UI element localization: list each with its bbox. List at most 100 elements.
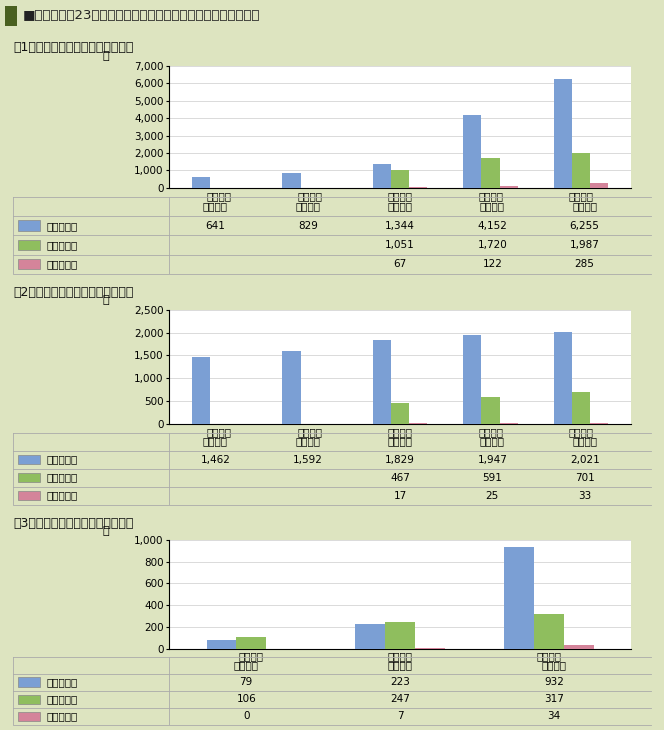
- Text: 1,720: 1,720: [477, 240, 507, 250]
- Text: 1,344: 1,344: [385, 220, 415, 231]
- Text: 467: 467: [390, 472, 410, 483]
- Text: 641: 641: [206, 220, 225, 231]
- Text: 701: 701: [575, 472, 594, 483]
- Text: 1,987: 1,987: [570, 240, 600, 250]
- Text: 79: 79: [240, 677, 253, 687]
- Text: １５年度: １５年度: [388, 437, 412, 447]
- Bar: [463, 115, 481, 188]
- Bar: [18, 677, 40, 687]
- Text: １６年度: １６年度: [388, 660, 412, 670]
- Text: （1）大学等における特許出願件数: （1）大学等における特許出願件数: [13, 41, 133, 54]
- Text: 公立大学等: 公立大学等: [46, 491, 77, 501]
- Bar: [499, 185, 518, 188]
- Text: 0: 0: [243, 711, 250, 721]
- Bar: [282, 174, 301, 188]
- Bar: [18, 220, 40, 231]
- Bar: [534, 614, 564, 649]
- Text: 私立大学等: 私立大学等: [46, 694, 77, 704]
- Bar: [590, 423, 608, 424]
- Text: 4,152: 4,152: [477, 220, 507, 231]
- Text: 591: 591: [483, 472, 502, 483]
- Bar: [499, 423, 518, 424]
- Bar: [481, 397, 499, 424]
- Text: １４年度: １４年度: [295, 437, 320, 447]
- Bar: [481, 158, 499, 188]
- Bar: [385, 622, 415, 649]
- Text: 829: 829: [298, 220, 317, 231]
- Text: 1,462: 1,462: [201, 455, 230, 464]
- Text: 1,592: 1,592: [293, 455, 323, 464]
- Bar: [5, 6, 17, 26]
- Text: （2）大学等における特許保有件数: （2）大学等における特許保有件数: [13, 286, 133, 299]
- Text: 106: 106: [236, 694, 256, 704]
- Text: 33: 33: [578, 491, 591, 501]
- Bar: [572, 392, 590, 424]
- Text: 247: 247: [390, 694, 410, 704]
- Text: 285: 285: [575, 259, 594, 269]
- Text: 国立大学等: 国立大学等: [46, 677, 77, 687]
- Text: 17: 17: [394, 491, 406, 501]
- Text: １７年度: １７年度: [541, 660, 566, 670]
- Bar: [355, 624, 385, 649]
- Text: １６年度: １６年度: [480, 201, 505, 212]
- Text: １５年度: １５年度: [388, 201, 412, 212]
- Bar: [564, 645, 594, 649]
- Bar: [409, 187, 427, 188]
- Text: 1,829: 1,829: [385, 455, 415, 464]
- Text: 7: 7: [397, 711, 403, 721]
- Bar: [18, 472, 40, 483]
- Text: １６年度: １６年度: [480, 437, 505, 447]
- Bar: [572, 153, 590, 188]
- Text: 私立大学等: 私立大学等: [46, 240, 77, 250]
- Bar: [192, 357, 210, 424]
- Text: １５年度: １５年度: [234, 660, 259, 670]
- Text: 223: 223: [390, 677, 410, 687]
- Text: 件: 件: [102, 51, 109, 61]
- Bar: [373, 340, 391, 424]
- Text: （3）大学等における特許実施件数: （3）大学等における特許実施件数: [13, 517, 133, 529]
- Bar: [18, 712, 40, 721]
- Bar: [463, 335, 481, 424]
- Bar: [18, 694, 40, 704]
- Text: 25: 25: [486, 491, 499, 501]
- Text: 122: 122: [483, 259, 502, 269]
- Text: 932: 932: [544, 677, 564, 687]
- Bar: [554, 79, 572, 188]
- Text: １４年度: １４年度: [295, 201, 320, 212]
- Bar: [207, 640, 236, 649]
- Bar: [18, 491, 40, 501]
- Bar: [282, 351, 301, 424]
- Bar: [415, 648, 445, 649]
- Bar: [18, 259, 40, 269]
- Bar: [18, 239, 40, 250]
- Text: 34: 34: [547, 711, 560, 721]
- Bar: [192, 177, 210, 188]
- Text: 2,021: 2,021: [570, 455, 600, 464]
- Text: 317: 317: [544, 694, 564, 704]
- Text: 公立大学等: 公立大学等: [46, 259, 77, 269]
- Bar: [504, 548, 534, 649]
- Bar: [391, 403, 409, 424]
- Bar: [373, 164, 391, 188]
- Text: 私立大学等: 私立大学等: [46, 472, 77, 483]
- Bar: [18, 455, 40, 464]
- Text: 件: 件: [102, 295, 109, 305]
- Bar: [236, 637, 266, 649]
- Text: 公立大学等: 公立大学等: [46, 711, 77, 721]
- Text: 6,255: 6,255: [570, 220, 600, 231]
- Bar: [409, 423, 427, 424]
- Text: 国立大学等: 国立大学等: [46, 220, 77, 231]
- Text: 国立大学等: 国立大学等: [46, 455, 77, 464]
- Text: 1,947: 1,947: [477, 455, 507, 464]
- Text: 件: 件: [102, 526, 109, 536]
- Bar: [590, 183, 608, 188]
- Bar: [554, 331, 572, 424]
- Text: １３年度: １３年度: [203, 201, 228, 212]
- Bar: [391, 169, 409, 188]
- Text: 67: 67: [394, 259, 406, 269]
- Text: 1,051: 1,051: [385, 240, 415, 250]
- Text: １７年度: １７年度: [572, 201, 597, 212]
- Text: ■第３－３－23図　大学における知的財産の創造・保護・活用: ■第３－３－23図 大学における知的財産の創造・保護・活用: [23, 9, 260, 22]
- Text: １７年度: １７年度: [572, 437, 597, 447]
- Text: １３年度: １３年度: [203, 437, 228, 447]
